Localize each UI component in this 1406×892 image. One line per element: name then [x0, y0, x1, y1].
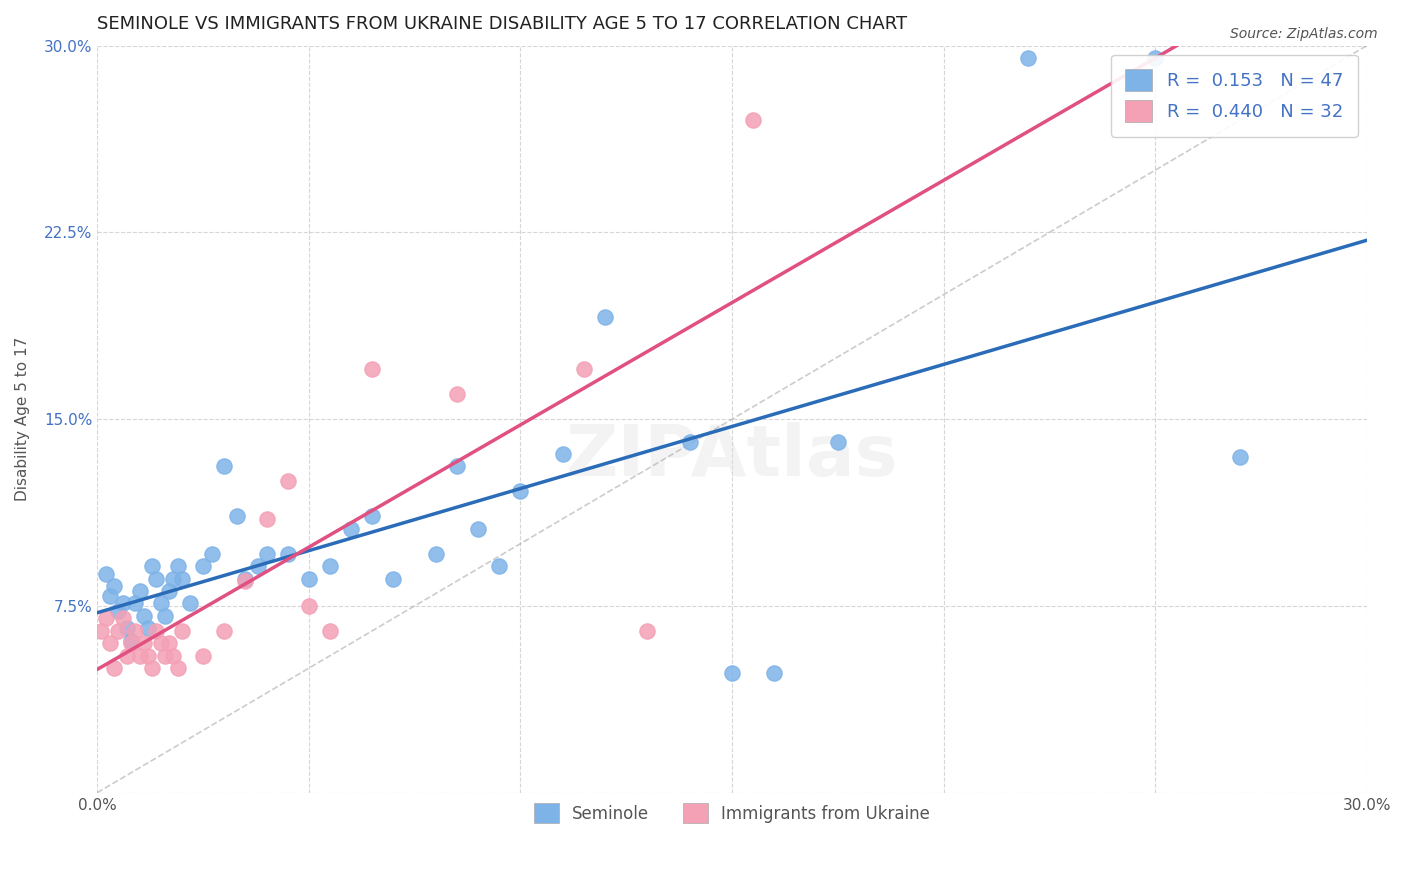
Point — [509, 484, 531, 499]
Point — [166, 661, 188, 675]
Point — [170, 572, 193, 586]
Point — [212, 624, 235, 638]
Point — [572, 362, 595, 376]
Point — [153, 648, 176, 663]
Point — [551, 447, 574, 461]
Point — [200, 547, 222, 561]
Point — [298, 599, 321, 613]
Point — [98, 589, 121, 603]
Point — [115, 648, 138, 663]
Point — [446, 387, 468, 401]
Point — [256, 512, 278, 526]
Point — [721, 666, 744, 681]
Point — [361, 362, 384, 376]
Point — [136, 621, 159, 635]
Point — [107, 624, 129, 638]
Point — [319, 624, 342, 638]
Point — [120, 636, 142, 650]
Point — [382, 572, 405, 586]
Point — [679, 434, 702, 449]
Point — [340, 522, 363, 536]
Point — [488, 559, 510, 574]
Point — [149, 636, 172, 650]
Point — [149, 596, 172, 610]
Point — [235, 574, 257, 588]
Point — [120, 633, 142, 648]
Point — [124, 596, 146, 610]
Point — [90, 624, 112, 638]
Point — [827, 434, 849, 449]
Point — [298, 572, 321, 586]
Point — [103, 661, 125, 675]
Point — [763, 666, 786, 681]
Point — [166, 559, 188, 574]
Point — [141, 661, 163, 675]
Point — [170, 624, 193, 638]
Point — [115, 621, 138, 635]
Point — [1017, 51, 1039, 65]
Point — [467, 522, 489, 536]
Point — [111, 611, 134, 625]
Point — [103, 579, 125, 593]
Point — [162, 572, 184, 586]
Point — [235, 572, 257, 586]
Point — [361, 509, 384, 524]
Point — [153, 608, 176, 623]
Point — [247, 559, 270, 574]
Point — [157, 636, 180, 650]
Point — [145, 572, 167, 586]
Point — [145, 624, 167, 638]
Point — [132, 636, 155, 650]
Point — [425, 547, 447, 561]
Point — [98, 636, 121, 650]
Point — [94, 566, 117, 581]
Point — [94, 611, 117, 625]
Point — [1144, 51, 1167, 65]
Point — [128, 584, 150, 599]
Point — [111, 596, 134, 610]
Text: SEMINOLE VS IMMIGRANTS FROM UKRAINE DISABILITY AGE 5 TO 17 CORRELATION CHART: SEMINOLE VS IMMIGRANTS FROM UKRAINE DISA… — [97, 15, 907, 33]
Point — [277, 475, 299, 489]
Legend: Seminole, Immigrants from Ukraine: Seminole, Immigrants from Ukraine — [520, 789, 943, 837]
Point — [212, 459, 235, 474]
Point — [319, 559, 342, 574]
Point — [136, 648, 159, 663]
Y-axis label: Disability Age 5 to 17: Disability Age 5 to 17 — [15, 337, 30, 501]
Point — [277, 547, 299, 561]
Point — [141, 559, 163, 574]
Point — [636, 624, 658, 638]
Point — [1229, 450, 1251, 464]
Point — [742, 113, 765, 128]
Text: Source: ZipAtlas.com: Source: ZipAtlas.com — [1230, 27, 1378, 41]
Point — [446, 459, 468, 474]
Point — [162, 648, 184, 663]
Point — [157, 584, 180, 599]
Point — [179, 596, 201, 610]
Point — [191, 648, 214, 663]
Point — [593, 310, 616, 324]
Point — [225, 509, 247, 524]
Point — [107, 604, 129, 618]
Point — [256, 547, 278, 561]
Point — [191, 559, 214, 574]
Text: ZIPAtlas: ZIPAtlas — [565, 422, 898, 491]
Point — [128, 648, 150, 663]
Point — [132, 608, 155, 623]
Point — [124, 624, 146, 638]
